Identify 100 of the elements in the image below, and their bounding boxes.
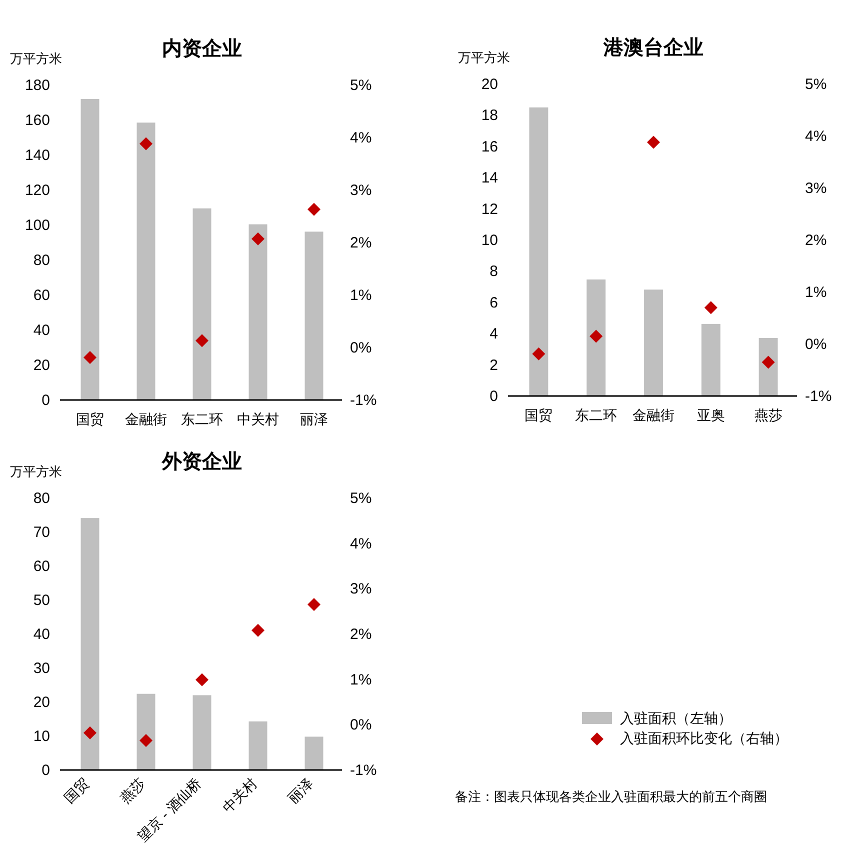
- x-tick-label: 亚奥: [696, 407, 725, 423]
- point: [308, 202, 320, 216]
- y-tick-label: 30: [33, 660, 50, 677]
- y2-tick-label: 5%: [350, 77, 372, 94]
- y2-tick-label: 5%: [805, 76, 827, 93]
- chart-title: 港澳台企业: [602, 36, 704, 59]
- y2-tick-label: 4%: [350, 535, 372, 552]
- bar: [758, 338, 778, 396]
- x-tick-label: 燕莎: [754, 407, 782, 423]
- bar: [701, 324, 720, 396]
- point: [252, 232, 264, 246]
- point: [532, 347, 546, 360]
- y-tick-label: 40: [33, 322, 50, 339]
- y2-tick-label: 2%: [350, 234, 372, 252]
- y-tick-label: 50: [33, 592, 50, 609]
- x-tick-label: 东二环: [575, 407, 618, 423]
- y-tick-label: 80: [33, 252, 50, 269]
- y2-tick-label: 2%: [350, 626, 372, 643]
- y2-tick-label: 1%: [350, 671, 372, 688]
- chart-title: 外资企业: [161, 451, 242, 473]
- y2-tick-label: 3%: [350, 182, 372, 199]
- point: [762, 356, 775, 369]
- bar: [304, 736, 324, 770]
- y-tick-label: 160: [24, 112, 50, 129]
- y-tick-label: 0: [42, 392, 50, 409]
- y2-tick-label: 3%: [805, 180, 827, 197]
- y2-tick-label: 0%: [350, 716, 372, 734]
- point: [704, 301, 718, 314]
- point: [590, 330, 603, 343]
- x-tick-label: 金融街: [125, 411, 167, 427]
- point: [308, 598, 320, 612]
- y-tick-label: 8: [490, 263, 498, 280]
- y-tick-label: 16: [481, 138, 498, 156]
- y-tick-label: 70: [33, 524, 50, 541]
- y2-tick-label: 0%: [350, 340, 372, 356]
- x-tick-label: 国贸: [524, 407, 553, 423]
- bar: [192, 208, 212, 400]
- y-tick-label: 100: [24, 217, 50, 234]
- text: 备注：图表只体现各类企业入驻面积最大的前五个商圈: [455, 789, 767, 804]
- y-tick-label: 80: [33, 490, 50, 507]
- y2-tick-label: 4%: [805, 128, 827, 145]
- point: [252, 624, 264, 637]
- point: [196, 334, 208, 348]
- y2-tick-label: 2%: [805, 232, 827, 249]
- x-tick-label: 中关村: [219, 774, 260, 816]
- x-tick-label: 东二环: [181, 411, 223, 427]
- point: [196, 673, 208, 686]
- y-tick-label: 0: [42, 762, 50, 779]
- y-tick-label: 12: [481, 200, 498, 218]
- y-tick-label: 4: [490, 326, 498, 343]
- y2-tick-label: 4%: [350, 130, 372, 146]
- y-tick-label: 18: [481, 107, 498, 124]
- y-tick-label: 140: [24, 147, 50, 164]
- x-tick-label: 中关村: [237, 411, 279, 427]
- y-tick-label: 180: [24, 77, 50, 94]
- bar: [644, 290, 663, 396]
- y-tick-label: 6: [490, 294, 498, 312]
- point: [647, 136, 660, 149]
- y-tick-label: 60: [33, 287, 50, 304]
- x-tick-label: 丽泽: [300, 411, 328, 427]
- point: [140, 137, 152, 150]
- bar: [529, 107, 548, 396]
- y2-tick-label: 5%: [350, 490, 372, 507]
- bar: [136, 122, 156, 400]
- y-axis-title: 万平方米: [10, 51, 62, 66]
- y2-tick-label: -1%: [350, 762, 377, 779]
- x-tick-label: 金融街: [632, 407, 674, 423]
- y-tick-label: 20: [481, 76, 498, 93]
- y-tick-label: 14: [481, 170, 498, 187]
- y2-tick-label: 1%: [805, 284, 827, 301]
- legend-label: 入驻面积（左轴）: [620, 710, 732, 726]
- y-tick-label: 60: [33, 558, 50, 575]
- point: [84, 350, 96, 364]
- y-tick-label: 2: [490, 356, 498, 374]
- y-axis-title: 万平方米: [10, 464, 62, 479]
- x-tick-label: 国贸: [76, 411, 104, 427]
- bar: [586, 279, 606, 396]
- bar: [192, 695, 212, 770]
- x-tick-label: 燕莎: [117, 774, 148, 806]
- x-tick-label: 丽泽: [285, 774, 316, 806]
- x-tick-label: 国贸: [61, 774, 92, 806]
- bar: [80, 99, 100, 400]
- y-tick-label: 10: [481, 232, 498, 249]
- y2-tick-label: 1%: [350, 287, 372, 304]
- y-tick-label: 20: [33, 694, 50, 711]
- legend-label: 入驻面积环比变化（右轴）: [620, 730, 788, 746]
- y-tick-label: 20: [33, 357, 50, 374]
- y2-tick-label: 3%: [350, 580, 372, 598]
- bar: [136, 694, 156, 770]
- chart-title: 内资企业: [162, 38, 242, 60]
- point: [84, 726, 96, 740]
- y2-tick-label: -1%: [350, 392, 377, 409]
- bar: [80, 518, 100, 770]
- y-tick-label: 0: [490, 388, 498, 405]
- bar: [248, 721, 268, 770]
- y-tick-label: 120: [24, 182, 50, 199]
- y2-tick-label: -1%: [805, 388, 832, 405]
- y-tick-label: 10: [33, 728, 50, 745]
- y2-tick-label: 0%: [805, 336, 827, 353]
- y-axis-title: 万平方米: [458, 50, 510, 65]
